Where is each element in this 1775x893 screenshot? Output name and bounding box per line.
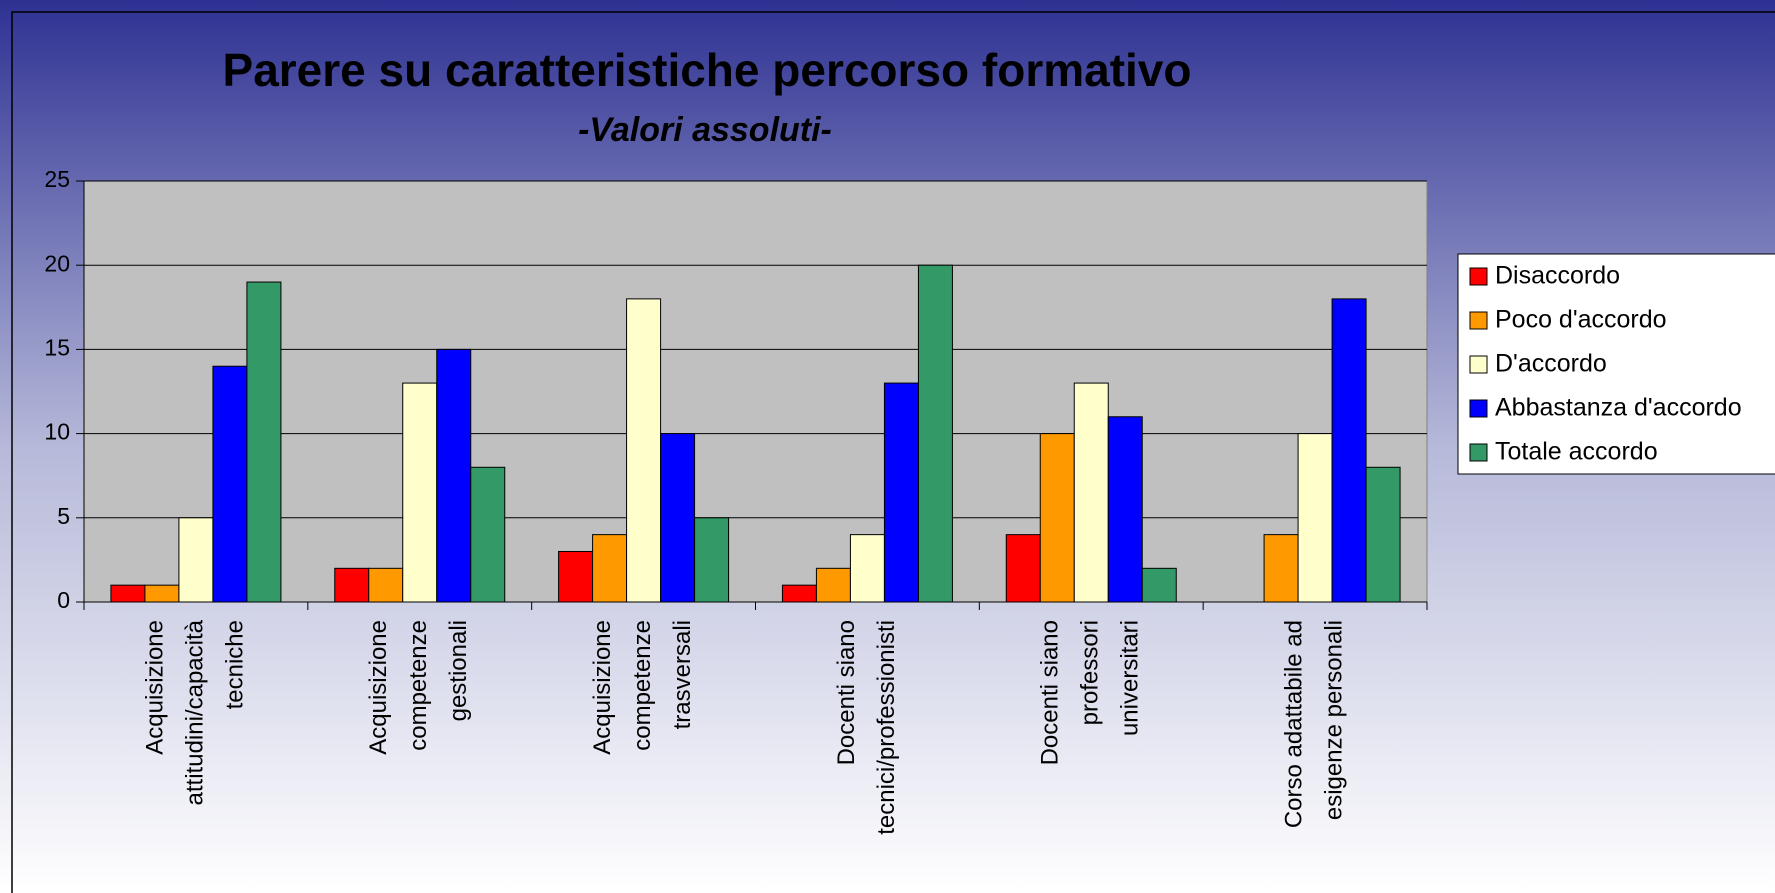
legend-label: Disaccordo <box>1495 262 1620 290</box>
bar <box>144 584 180 603</box>
x-tick-label: Acquisizione <box>589 620 616 755</box>
x-tick-label: Docenti siano <box>833 620 860 765</box>
frame <box>11 11 1775 893</box>
legend-swatch <box>1469 355 1488 374</box>
bar <box>402 382 438 603</box>
bar <box>849 534 885 603</box>
bar <box>815 567 851 603</box>
x-tick-label: Acquisizione <box>141 620 168 755</box>
y-tick-label: 20 <box>44 250 70 276</box>
bar <box>246 281 282 603</box>
bar <box>883 382 919 603</box>
bar <box>110 584 146 603</box>
legend-swatch <box>1469 443 1488 462</box>
y-tick-label: 25 <box>44 166 70 192</box>
x-tick-label: trasversali <box>669 620 696 729</box>
legend-label: Poco d'accordo <box>1495 306 1667 334</box>
bar <box>334 567 370 603</box>
y-tick-label: 15 <box>44 334 70 360</box>
legend-swatch <box>1469 399 1488 418</box>
legend-swatch <box>1469 311 1488 330</box>
legend-label: D'accordo <box>1495 350 1607 378</box>
bar <box>1073 382 1109 603</box>
bar <box>917 264 953 603</box>
bar <box>1141 567 1177 603</box>
x-tick-label: tecniche <box>221 620 248 709</box>
bar <box>178 517 214 603</box>
bar <box>626 298 662 603</box>
y-tick-label: 5 <box>57 503 70 529</box>
x-tick-label: Docenti siano <box>1037 620 1064 765</box>
bar <box>558 550 594 603</box>
bar <box>1107 416 1143 603</box>
chart-subtitle: -Valori assoluti- <box>578 111 832 149</box>
bar <box>1331 298 1367 603</box>
bar <box>368 567 404 603</box>
bar <box>1297 433 1333 603</box>
x-tick-label: competenze <box>629 620 656 751</box>
chart-title: Parere su caratteristiche percorso forma… <box>223 44 1192 96</box>
x-tick-label: competenze <box>405 620 432 751</box>
x-tick-label: esigenze personali <box>1320 620 1347 820</box>
plot-area <box>83 180 1428 603</box>
bar <box>592 534 628 603</box>
x-tick-label: universitari <box>1117 620 1144 736</box>
bar <box>1263 534 1299 603</box>
bar <box>212 365 248 603</box>
x-tick-label: attitudini/capacità <box>181 619 208 805</box>
x-tick-label: tecnici/professionisti <box>873 620 900 835</box>
x-tick-label: professori <box>1077 620 1104 725</box>
bar <box>1365 466 1401 603</box>
bar <box>1005 534 1041 603</box>
y-tick-label: 0 <box>57 587 70 613</box>
bar <box>1039 433 1075 603</box>
y-tick-label: 10 <box>44 419 70 445</box>
x-tick-label: Corso adattabile ad <box>1280 620 1307 828</box>
bar <box>781 584 817 603</box>
legend-label: Totale accordo <box>1495 438 1658 466</box>
legend-swatch <box>1469 267 1488 286</box>
bar <box>436 348 472 603</box>
bar <box>660 433 696 603</box>
bar <box>470 466 506 603</box>
bar <box>694 517 730 603</box>
legend-label: Abbastanza d'accordo <box>1495 394 1742 422</box>
x-tick-label: gestionali <box>445 620 472 721</box>
legend-box <box>1457 253 1775 475</box>
x-tick-label: Acquisizione <box>365 620 392 755</box>
